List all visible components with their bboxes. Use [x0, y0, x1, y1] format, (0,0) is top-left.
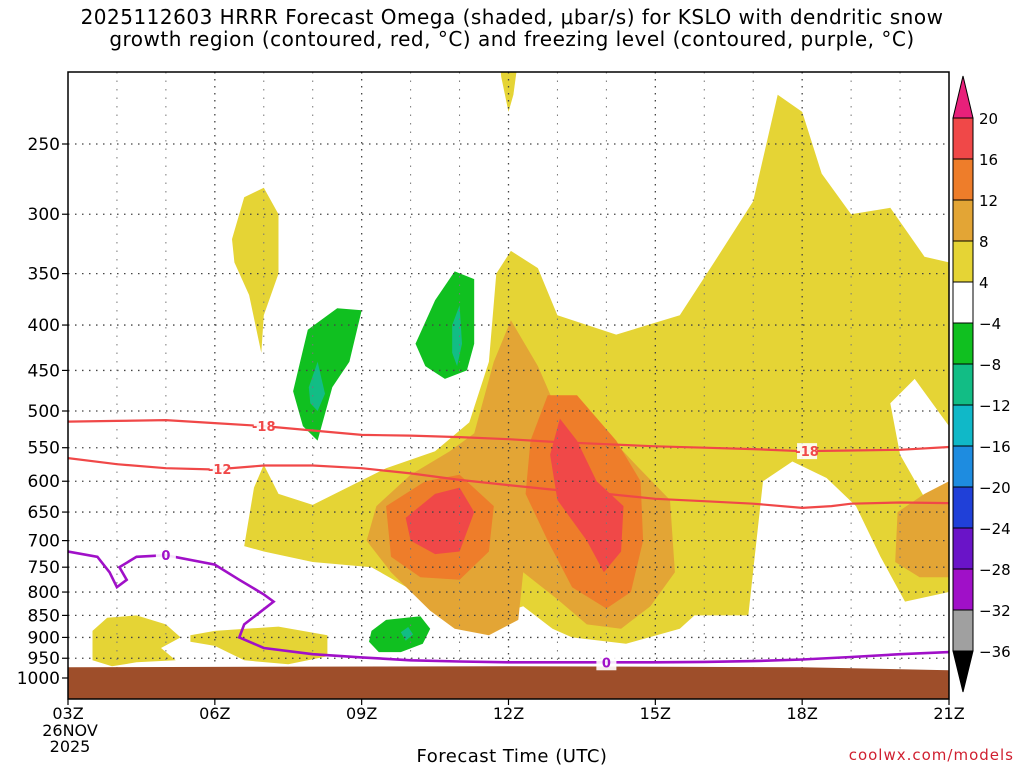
- colorbar-label-minus24: −24: [979, 520, 1011, 538]
- y-tick-label-900: 900: [28, 628, 60, 648]
- x-date-label-0: 26NOV: [42, 721, 98, 740]
- chart-title-line2: growth region (contoured, red, °C) and f…: [109, 27, 915, 51]
- y-tick-label-600: 600: [28, 472, 60, 492]
- x-tick-label-12Z: 12Z: [493, 704, 524, 723]
- colorbar-label-4: 4: [979, 274, 989, 292]
- contour-label-minus18-b-bg: [797, 443, 818, 460]
- freezing-label-0: 0: [161, 549, 170, 564]
- colorbar-band: [952, 158, 974, 201]
- colorbar-label-minus4: −4: [979, 315, 1001, 333]
- colorbar: 20 16 12 8 4 −4 −8 −12 −16 −20 −24 −28 −32 −36: [952, 75, 1011, 693]
- x-date-label-1: 2025: [50, 737, 91, 756]
- y-tick-label-950: 950: [28, 649, 60, 669]
- colorbar-band: [952, 404, 974, 447]
- omega-region-8: [895, 481, 949, 578]
- omega-shading: [92, 72, 949, 667]
- omega-region-neg8: [452, 305, 462, 367]
- credit-text: coolwx.com/models: [848, 746, 1014, 764]
- colorbar-label-16: 16: [979, 151, 998, 169]
- x-tick-label-03Z: 03Z: [52, 704, 83, 723]
- y-tick-label-300: 300: [28, 205, 60, 225]
- x-tick-label-09Z: 09Z: [346, 704, 377, 723]
- colorbar-band: [952, 281, 974, 324]
- colorbar-label-minus28: −28: [979, 561, 1011, 579]
- omega-region-neg8: [400, 627, 414, 641]
- colorbar-band: [952, 445, 974, 488]
- colorbar-band: [952, 568, 974, 611]
- colorbar-band: [952, 322, 974, 365]
- colorbar-top-arrow: [952, 75, 974, 119]
- freezing-level-contour: [68, 550, 949, 664]
- y-tick-label-350: 350: [28, 265, 60, 285]
- colorbar-label-minus36: −36: [979, 643, 1011, 661]
- y-tick-label-1000: 1000: [17, 669, 60, 689]
- omega-region-neg4: [415, 271, 475, 379]
- colorbar-label-minus12: −12: [979, 397, 1011, 415]
- omega-region-neg8: [308, 361, 325, 411]
- ground-fill: [68, 666, 949, 699]
- y-tick-label-850: 850: [28, 606, 60, 626]
- colorbar-band: [952, 486, 974, 529]
- colorbar-label-8: 8: [979, 233, 989, 251]
- colorbar-band: [952, 199, 974, 242]
- omega-region-neg4: [369, 616, 431, 653]
- colorbar-label-minus8: −8: [979, 356, 1001, 374]
- plot-frame: [67, 71, 950, 700]
- y-tick-label-550: 550: [28, 439, 60, 459]
- colorbar-band: [952, 117, 974, 160]
- freezing-label-1: 0: [602, 656, 611, 671]
- chart-title: 2025112603 HRRR Forecast Omega (shaded, …: [0, 6, 1024, 50]
- omega-region-neg4: [293, 308, 362, 441]
- omega-region-4: [232, 187, 279, 353]
- colorbar-band: [952, 240, 974, 283]
- colorbar-label-minus20: −20: [979, 479, 1011, 497]
- contour-label-minus18-b: -18: [795, 445, 819, 460]
- freezing-label-1-bg: [596, 654, 617, 671]
- x-tick-label-18Z: 18Z: [787, 704, 818, 723]
- contour-label-minus12-bg: [209, 461, 230, 478]
- x-axis-title: Forecast Time (UTC): [416, 746, 608, 767]
- y-tick-label-700: 700: [28, 532, 60, 552]
- colorbar-band: [952, 527, 974, 570]
- colorbar-band: [952, 363, 974, 406]
- y-tick-label-800: 800: [28, 583, 60, 603]
- colorbar-label-20: 20: [979, 110, 998, 128]
- y-axis: 2503003504004505005506006507007508008509…: [17, 135, 68, 689]
- y-tick-label-450: 450: [28, 361, 60, 381]
- colorbar-band: [952, 609, 974, 652]
- colorbar-bottom-arrow: [952, 650, 974, 693]
- omega-region-16: [550, 418, 624, 573]
- y-tick-label-750: 750: [28, 558, 60, 578]
- contour-label-minus18: -18: [252, 420, 276, 435]
- y-tick-label-250: 250: [28, 135, 60, 155]
- colorbar-label-minus32: −32: [979, 602, 1011, 620]
- y-tick-label-500: 500: [28, 402, 60, 422]
- colorbar-label-12: 12: [979, 192, 998, 210]
- freezing-label-0-bg: [155, 547, 176, 564]
- omega-region-4: [92, 615, 181, 667]
- contour-label-minus12: -12: [208, 463, 232, 478]
- omega-region-16: [405, 487, 475, 555]
- x-tick-label-15Z: 15Z: [640, 704, 671, 723]
- contour-label-minus18-bg: [253, 418, 274, 435]
- chart-title-line1: 2025112603 HRRR Forecast Omega (shaded, …: [80, 5, 944, 29]
- temperature-contours: -18 -18 -12 0 0: [68, 418, 949, 671]
- omega-region-4: [500, 72, 517, 112]
- x-tick-label-06Z: 06Z: [199, 704, 230, 723]
- y-tick-label-400: 400: [28, 316, 60, 336]
- ground-surface: [68, 666, 949, 699]
- colorbar-label-minus16: −16: [979, 438, 1011, 456]
- y-tick-label-650: 650: [28, 503, 60, 523]
- x-tick-label-21Z: 21Z: [933, 704, 964, 723]
